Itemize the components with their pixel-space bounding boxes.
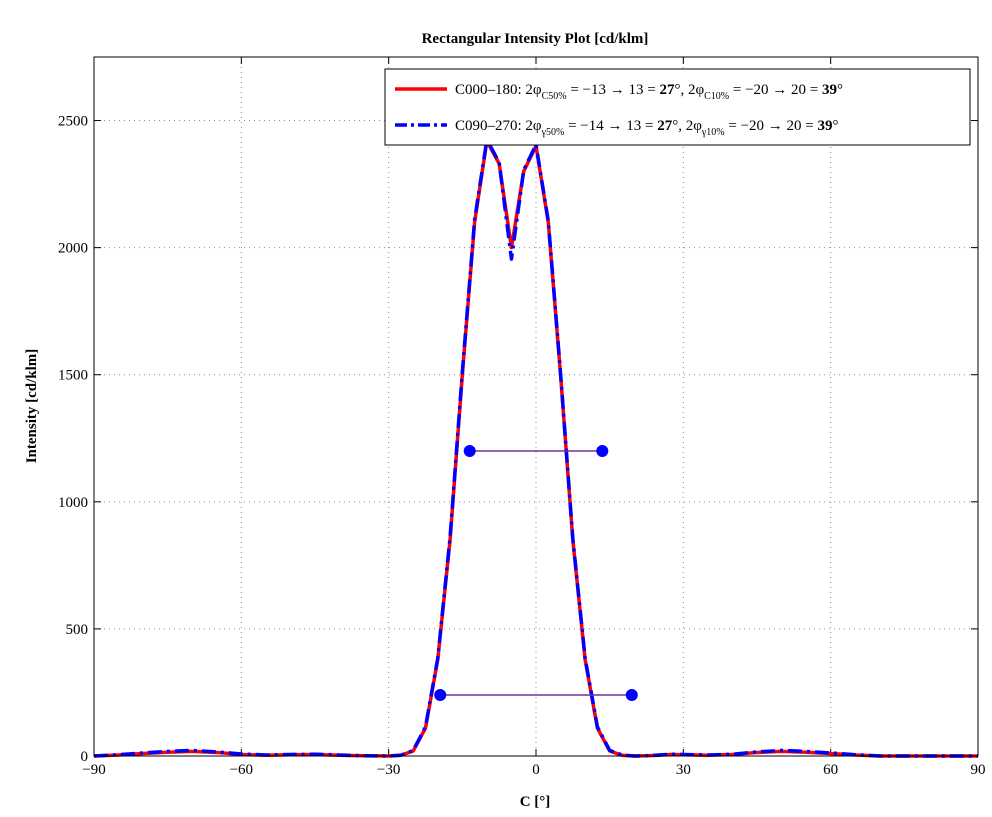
series-line-1 xyxy=(93,139,978,758)
legend-label-1: C000–180: 2φC50% = −13 → 13 = 27°, 2φC10… xyxy=(455,82,843,102)
x-tick-label: 60 xyxy=(823,762,838,778)
y-tick-label: 0 xyxy=(81,749,89,765)
grid-lines xyxy=(94,57,978,756)
legend: C000–180: 2φC50% = −13 → 13 = 27°, 2φC10… xyxy=(384,68,971,146)
x-tick-label: −90 xyxy=(82,762,105,778)
x-tick-label: 30 xyxy=(676,762,691,778)
y-tick-label: 2500 xyxy=(58,114,88,130)
width-marker-point xyxy=(625,688,638,701)
y-tick-label: 2000 xyxy=(58,241,88,257)
legend-box xyxy=(384,68,971,146)
x-axis-label: C [°] xyxy=(520,794,551,810)
x-tick-label: −30 xyxy=(377,762,400,778)
y-tick-label: 500 xyxy=(66,622,89,638)
width-marker-point xyxy=(434,688,447,701)
series-line-2 xyxy=(93,137,978,758)
width-marker-point xyxy=(596,444,609,457)
plot-frame xyxy=(93,56,979,757)
series-group xyxy=(93,137,978,758)
axis-ticks: −90 −60 −30 0 30 60 90 0 500 1000 1500 2000 2500 xyxy=(58,57,986,778)
x-tick-label: 90 xyxy=(971,762,986,778)
width-marker-point xyxy=(463,444,476,457)
x-tick-label: −60 xyxy=(230,762,253,778)
width-markers xyxy=(434,444,638,701)
y-tick-label: 1000 xyxy=(58,495,88,511)
x-tick-label: 0 xyxy=(532,762,540,778)
legend-label-2: C090–270: 2φγ50% = −14 → 13 = 27°, 2φγ10… xyxy=(455,118,839,138)
y-axis-label: Intensity [cd/klm] xyxy=(24,349,40,464)
chart-title: Rectangular Intensity Plot [cd/klm] xyxy=(422,31,649,47)
y-tick-label: 1500 xyxy=(58,368,88,384)
